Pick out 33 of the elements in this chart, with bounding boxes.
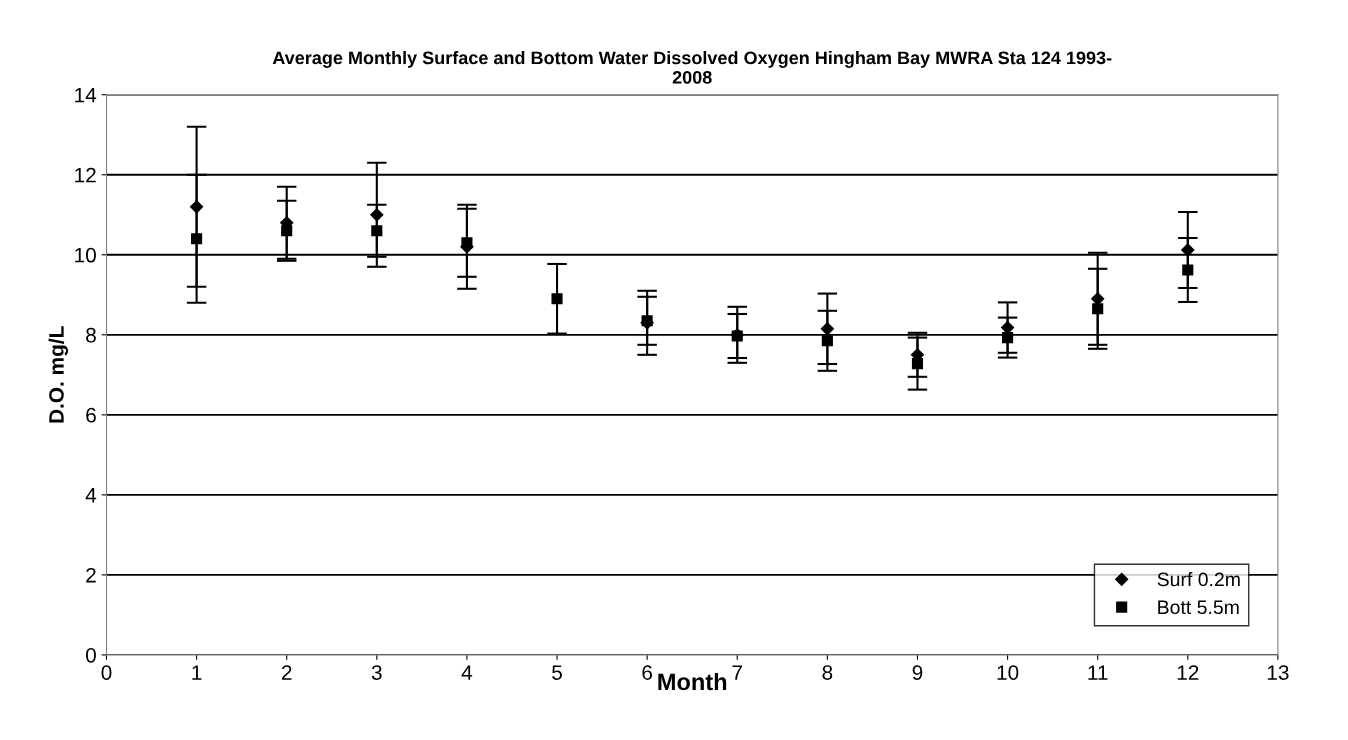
x-tick-label: 11 [1088,665,1108,680]
y-tick-label: 14 [75,87,97,103]
y-tick-label: 0 [86,647,96,663]
y-tick-label: 12 [75,167,96,183]
x-tick-label: 13 [1267,665,1289,680]
y-tick-label: 6 [86,407,96,423]
point [1091,292,1105,306]
x-tick-label: 12 [1177,665,1199,680]
y-tick-label: 8 [86,327,96,343]
x-axis-title: Month [658,672,727,691]
x-tick-label: 3 [371,665,382,680]
x-tick-label: 4 [461,665,473,680]
legend-label: Bott 5.5m [1158,600,1239,615]
x-tick-label: 6 [642,665,653,680]
x-tick-label: 8 [822,665,833,680]
y-tick-label: 10 [75,247,96,263]
x-tick-label: 2 [281,665,292,680]
x-tick-label: 7 [732,665,742,680]
x-tick-label: 5 [552,665,562,680]
point [1181,243,1195,257]
point [370,208,384,222]
point [551,293,563,305]
x-tick-label: 10 [997,665,1019,680]
x-tick-label: 0 [101,665,112,680]
y-tick-label: 2 [86,567,96,583]
legend-label: Surf 0.2m [1157,572,1240,587]
y-axis-title: D.O. mg/L [48,326,69,423]
y-tick-label: 4 [85,488,97,503]
point [190,200,204,214]
x-tick-label: 1 [192,665,202,680]
point [820,322,834,336]
x-tick-label: 9 [912,665,923,680]
chart-title: Average Monthly Surface and Bottom Water Dissolved Oxygen Hingham Bay MWRA Sta 124 1993- 2008 [272,51,1112,84]
